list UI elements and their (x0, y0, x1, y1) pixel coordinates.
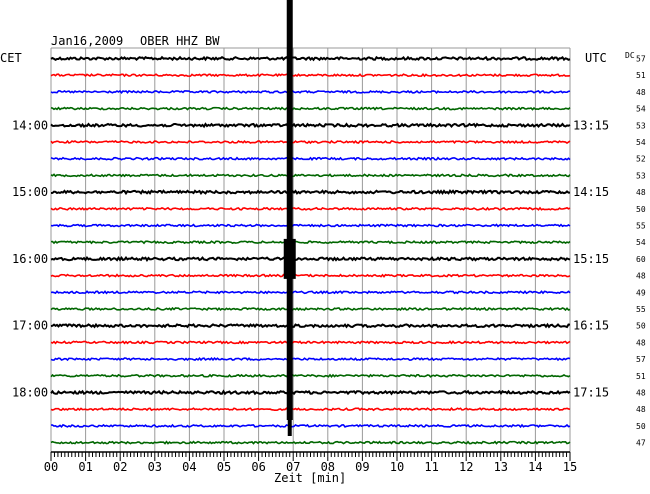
dc-value: 54 (636, 105, 646, 114)
event-signal (286, 0, 293, 420)
dc-value: 49 (636, 288, 646, 297)
dc-column-label: DC (625, 51, 635, 60)
x-tick-label: 03 (148, 460, 162, 474)
seismic-trace (50, 440, 571, 445)
left-hour-labels: 14:00 15:00 16:00 17:00 18:00 (12, 118, 48, 399)
dc-value: 50 (636, 205, 646, 214)
left-hour-label: 14:00 (12, 118, 48, 132)
seismic-trace (50, 156, 571, 161)
x-axis-label: Zeit [min] (274, 471, 346, 485)
dc-value: 48 (636, 88, 646, 97)
x-tick-label: 14 (528, 460, 542, 474)
right-hour-label: 14:15 (573, 185, 609, 199)
seismic-trace (50, 106, 571, 111)
left-hour-label: 17:00 (12, 319, 48, 333)
dc-value: 54 (636, 138, 646, 147)
seismic-trace (50, 340, 571, 345)
left-hour-label: 18:00 (12, 386, 48, 400)
right-hour-label: 15:15 (573, 252, 609, 266)
trace-group (50, 55, 571, 445)
seismic-trace (50, 72, 571, 78)
x-tick-label: 01 (78, 460, 92, 474)
seismic-trace (50, 322, 571, 329)
seismic-trace (50, 206, 571, 211)
x-tick-label: 04 (182, 460, 196, 474)
dc-value: 48 (636, 389, 646, 398)
right-hour-label: 13:15 (573, 118, 609, 132)
seismic-trace (50, 306, 571, 312)
dc-value: 47 (636, 439, 646, 448)
x-tick-label: 08 (321, 460, 335, 474)
seismic-trace (50, 255, 571, 262)
event-mark (283, 0, 296, 436)
dc-value: 48 (636, 188, 646, 197)
dc-value: 57 (636, 55, 646, 64)
seismic-trace (50, 122, 571, 129)
x-tick-label: 12 (459, 460, 473, 474)
right-hour-labels: 13:15 14:15 15:15 16:15 17:15 (573, 118, 609, 399)
x-tick-label: 15 (563, 460, 577, 474)
dc-value: 52 (636, 155, 646, 164)
dc-value: 50 (636, 322, 646, 331)
seismic-trace (50, 139, 571, 145)
seismic-trace (50, 189, 571, 196)
dc-value: 53 (636, 171, 646, 180)
seismic-trace (50, 373, 571, 379)
seismic-trace (50, 89, 571, 95)
seismic-trace (50, 173, 571, 178)
x-tick-label: 10 (390, 460, 404, 474)
event-peak (283, 238, 296, 279)
seismic-trace (50, 290, 571, 295)
seismic-trace (50, 273, 571, 278)
x-tick-label: 05 (217, 460, 231, 474)
left-timezone-label: CET (0, 51, 22, 65)
x-tick-label: 06 (251, 460, 265, 474)
dc-value: 53 (636, 121, 646, 130)
event-tail (287, 420, 292, 436)
right-timezone-label: UTC (585, 51, 607, 65)
seismic-trace (50, 240, 571, 245)
left-hour-label: 15:00 (12, 185, 48, 199)
left-hour-label: 16:00 (12, 252, 48, 266)
dc-value: 48 (636, 272, 646, 281)
x-tick-label: 07 (286, 460, 300, 474)
x-tick-label: 11 (424, 460, 438, 474)
right-hour-label: 17:15 (573, 386, 609, 400)
seismic-trace (50, 223, 571, 228)
x-tick-label: 00 (44, 460, 58, 474)
dc-value: 54 (636, 238, 646, 247)
dc-value: 51 (636, 71, 646, 80)
x-tick-label: 02 (113, 460, 127, 474)
seismic-trace (50, 55, 571, 62)
dc-values: 57 51 48 54 53 54 52 53 48 50 55 54 60 48 49 55 50 48 57 51… (636, 55, 646, 448)
x-tick-label: 09 (355, 460, 369, 474)
dc-value: 55 (636, 305, 646, 314)
seismic-trace (50, 356, 571, 362)
dc-value: 48 (636, 338, 646, 347)
station-label: OBER HHZ BW (140, 34, 220, 48)
dc-value: 48 (636, 405, 646, 414)
dc-value: 55 (636, 222, 646, 231)
right-hour-label: 16:15 (573, 319, 609, 333)
grid-lines (50, 47, 571, 452)
date-label: Jan16,2009 (51, 34, 123, 48)
x-axis: 00 01 02 03 04 05 06 07 08 09 10 11 12 13 14 15 (44, 451, 577, 474)
seismic-trace (50, 389, 571, 396)
seismic-trace (50, 423, 571, 429)
dc-value: 60 (636, 255, 646, 264)
dc-value: 57 (636, 355, 646, 364)
x-tick-label: 13 (494, 460, 508, 474)
seismic-trace (50, 406, 571, 412)
dc-value: 51 (636, 372, 646, 381)
dc-value: 50 (636, 422, 646, 431)
